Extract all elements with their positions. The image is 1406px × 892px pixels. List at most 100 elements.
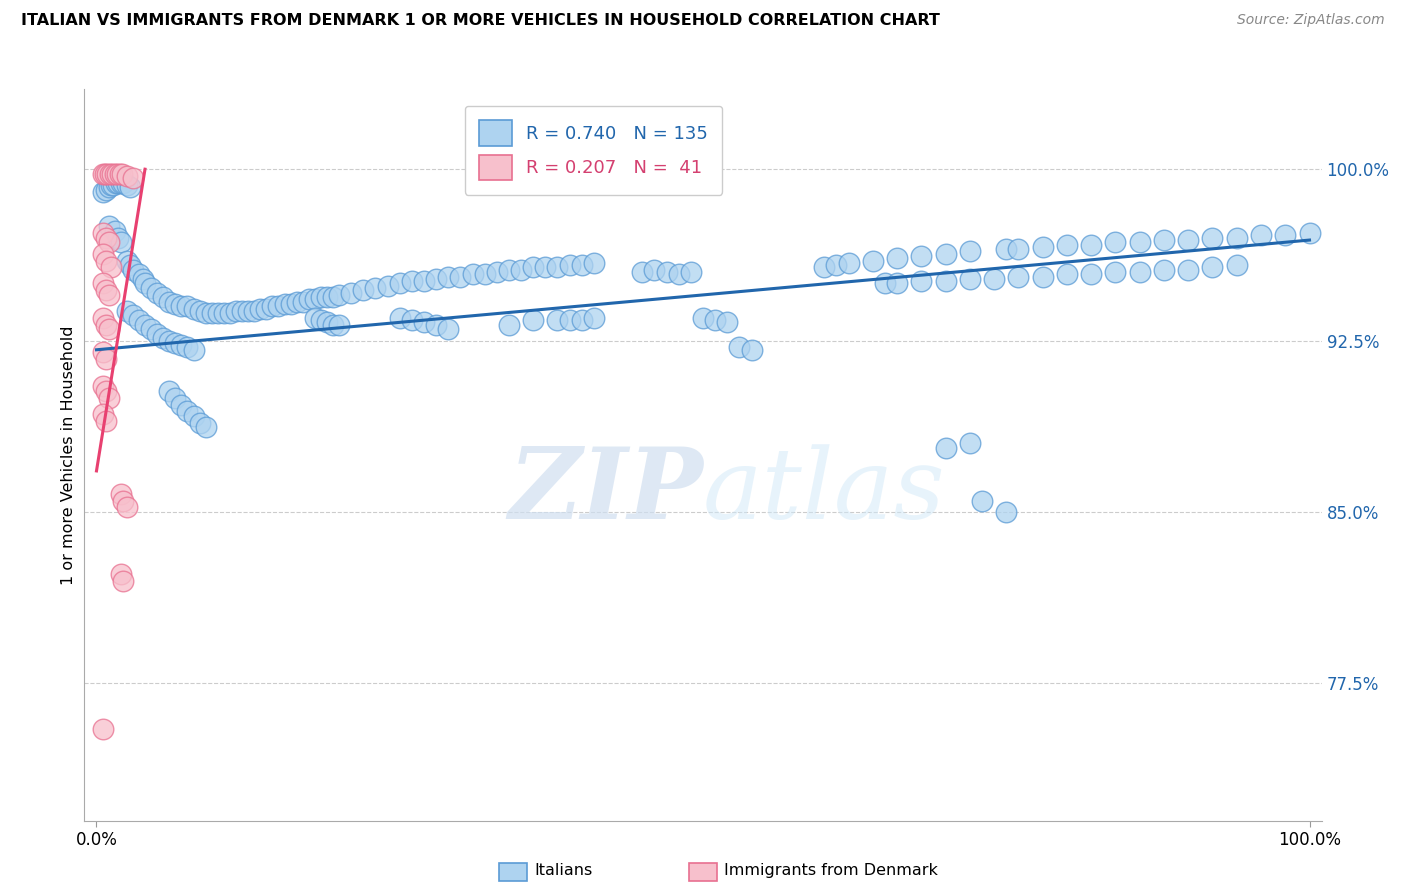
Point xyxy=(194,420,217,434)
Point xyxy=(120,258,142,272)
Point xyxy=(100,178,122,193)
Point xyxy=(352,284,374,298)
Legend: R = 0.740   N = 135, R = 0.207   N =  41: R = 0.740 N = 135, R = 0.207 N = 41 xyxy=(464,105,723,194)
Point xyxy=(96,183,118,197)
Point xyxy=(522,260,544,275)
Point xyxy=(96,231,118,245)
Point xyxy=(401,274,423,288)
Point xyxy=(188,416,211,430)
Point xyxy=(983,272,1005,286)
Point xyxy=(534,260,557,275)
Point xyxy=(322,290,344,304)
Point xyxy=(449,269,471,284)
Point xyxy=(1032,240,1054,254)
Point xyxy=(91,185,114,199)
Point xyxy=(1056,268,1078,282)
Point xyxy=(1226,231,1249,245)
Point xyxy=(959,272,981,286)
Point xyxy=(110,566,132,581)
Point xyxy=(94,167,117,181)
Point xyxy=(165,297,187,311)
Point xyxy=(388,310,411,325)
Point xyxy=(571,313,593,327)
Point xyxy=(304,310,326,325)
Point xyxy=(668,268,690,282)
Point xyxy=(631,265,654,279)
Point xyxy=(188,304,211,318)
Point xyxy=(1080,268,1102,282)
Point xyxy=(1201,260,1223,275)
Point xyxy=(291,294,314,309)
Point xyxy=(886,252,908,266)
Point xyxy=(104,167,127,181)
Point xyxy=(692,310,714,325)
Point xyxy=(97,288,120,302)
Point xyxy=(201,306,224,320)
Text: ZIP: ZIP xyxy=(508,443,703,540)
Point xyxy=(96,167,118,181)
Point xyxy=(873,277,896,291)
Point xyxy=(1153,262,1175,277)
Point xyxy=(401,313,423,327)
Point xyxy=(105,167,128,181)
Point xyxy=(425,318,447,332)
Point xyxy=(322,318,344,332)
Point xyxy=(97,322,120,336)
Point xyxy=(115,178,138,193)
Y-axis label: 1 or more Vehicles in Household: 1 or more Vehicles in Household xyxy=(60,326,76,584)
Point xyxy=(328,288,350,302)
Text: Immigrants from Denmark: Immigrants from Denmark xyxy=(724,863,938,878)
Point xyxy=(115,253,138,268)
Point xyxy=(176,299,198,313)
Point xyxy=(571,258,593,272)
Point xyxy=(134,277,156,291)
Point xyxy=(112,574,135,588)
Point xyxy=(1007,269,1029,284)
Point xyxy=(498,262,520,277)
Point xyxy=(165,335,187,350)
Point xyxy=(474,268,496,282)
Point xyxy=(1104,235,1126,250)
Point xyxy=(96,384,118,398)
Point xyxy=(910,274,932,288)
Point xyxy=(236,304,259,318)
Point xyxy=(582,310,605,325)
Point xyxy=(115,304,138,318)
Point xyxy=(170,338,193,352)
Point xyxy=(96,318,118,332)
Point xyxy=(183,301,205,316)
Point xyxy=(1177,262,1199,277)
Point xyxy=(107,231,129,245)
Point xyxy=(120,180,142,194)
Point xyxy=(1080,237,1102,252)
Point xyxy=(813,260,835,275)
Point xyxy=(582,256,605,270)
Point xyxy=(1274,228,1296,243)
Point xyxy=(108,167,131,181)
Point xyxy=(437,269,460,284)
Point xyxy=(157,384,180,398)
Point xyxy=(935,441,957,455)
Point xyxy=(309,290,332,304)
Point xyxy=(97,180,120,194)
Point xyxy=(134,318,156,332)
Point xyxy=(1298,226,1320,240)
Point xyxy=(104,224,127,238)
Point xyxy=(212,306,235,320)
Point xyxy=(100,260,122,275)
Point xyxy=(219,306,242,320)
Point xyxy=(413,274,436,288)
Point xyxy=(522,313,544,327)
Point xyxy=(485,265,508,279)
Point xyxy=(388,277,411,291)
Point xyxy=(176,404,198,418)
Point xyxy=(115,500,138,515)
Point xyxy=(995,505,1018,519)
Point xyxy=(225,304,247,318)
Point xyxy=(298,293,321,307)
Point xyxy=(152,331,174,345)
Point xyxy=(1226,258,1249,272)
Point xyxy=(741,343,763,357)
Point xyxy=(340,285,363,300)
Point xyxy=(110,487,132,501)
